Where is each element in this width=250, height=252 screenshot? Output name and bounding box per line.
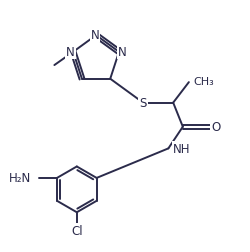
Text: CH₃: CH₃ xyxy=(194,77,214,87)
Text: H₂N: H₂N xyxy=(9,172,31,185)
Text: N: N xyxy=(90,28,99,42)
Text: O: O xyxy=(211,121,220,134)
Text: N: N xyxy=(66,46,75,58)
Text: Cl: Cl xyxy=(71,224,83,237)
Text: N: N xyxy=(118,46,126,58)
Text: NH: NH xyxy=(173,142,190,155)
Text: S: S xyxy=(140,97,147,110)
